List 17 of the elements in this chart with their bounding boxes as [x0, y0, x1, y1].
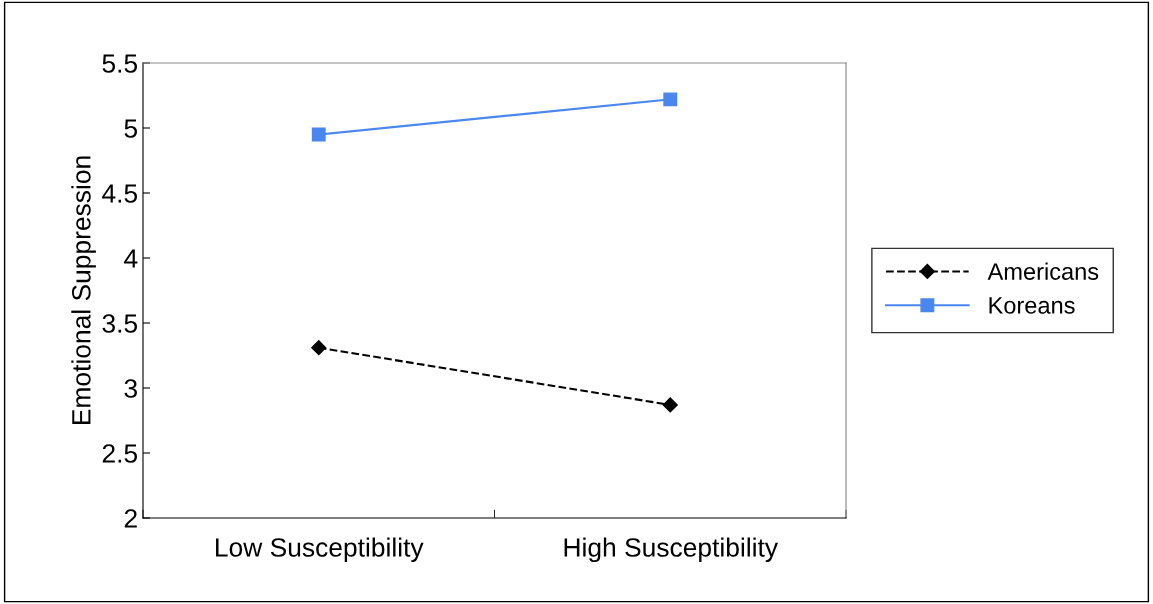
x-tick-label: High Susceptibility	[564, 537, 779, 563]
y-tick-label: 5.5	[102, 54, 138, 73]
point	[311, 340, 327, 356]
point	[662, 397, 678, 413]
y-tick-label: 2.5	[102, 444, 138, 463]
legend-label: Americans	[987, 262, 1099, 280]
y-tick-label: 4.5	[102, 184, 138, 203]
y-tick-label: 4	[124, 249, 138, 268]
y-tick-label: 5	[124, 119, 138, 138]
y-tick-label: 2	[124, 509, 137, 528]
legend-label: Koreans	[989, 297, 1075, 314]
point	[311, 127, 326, 142]
point	[663, 92, 678, 107]
y-axis-title: Emotional Suppression	[71, 156, 96, 425]
x-tick-label: Low Susceptibility	[216, 537, 424, 563]
y-tick-label: 3.5	[102, 314, 138, 333]
y-tick-label: 3	[124, 379, 137, 398]
